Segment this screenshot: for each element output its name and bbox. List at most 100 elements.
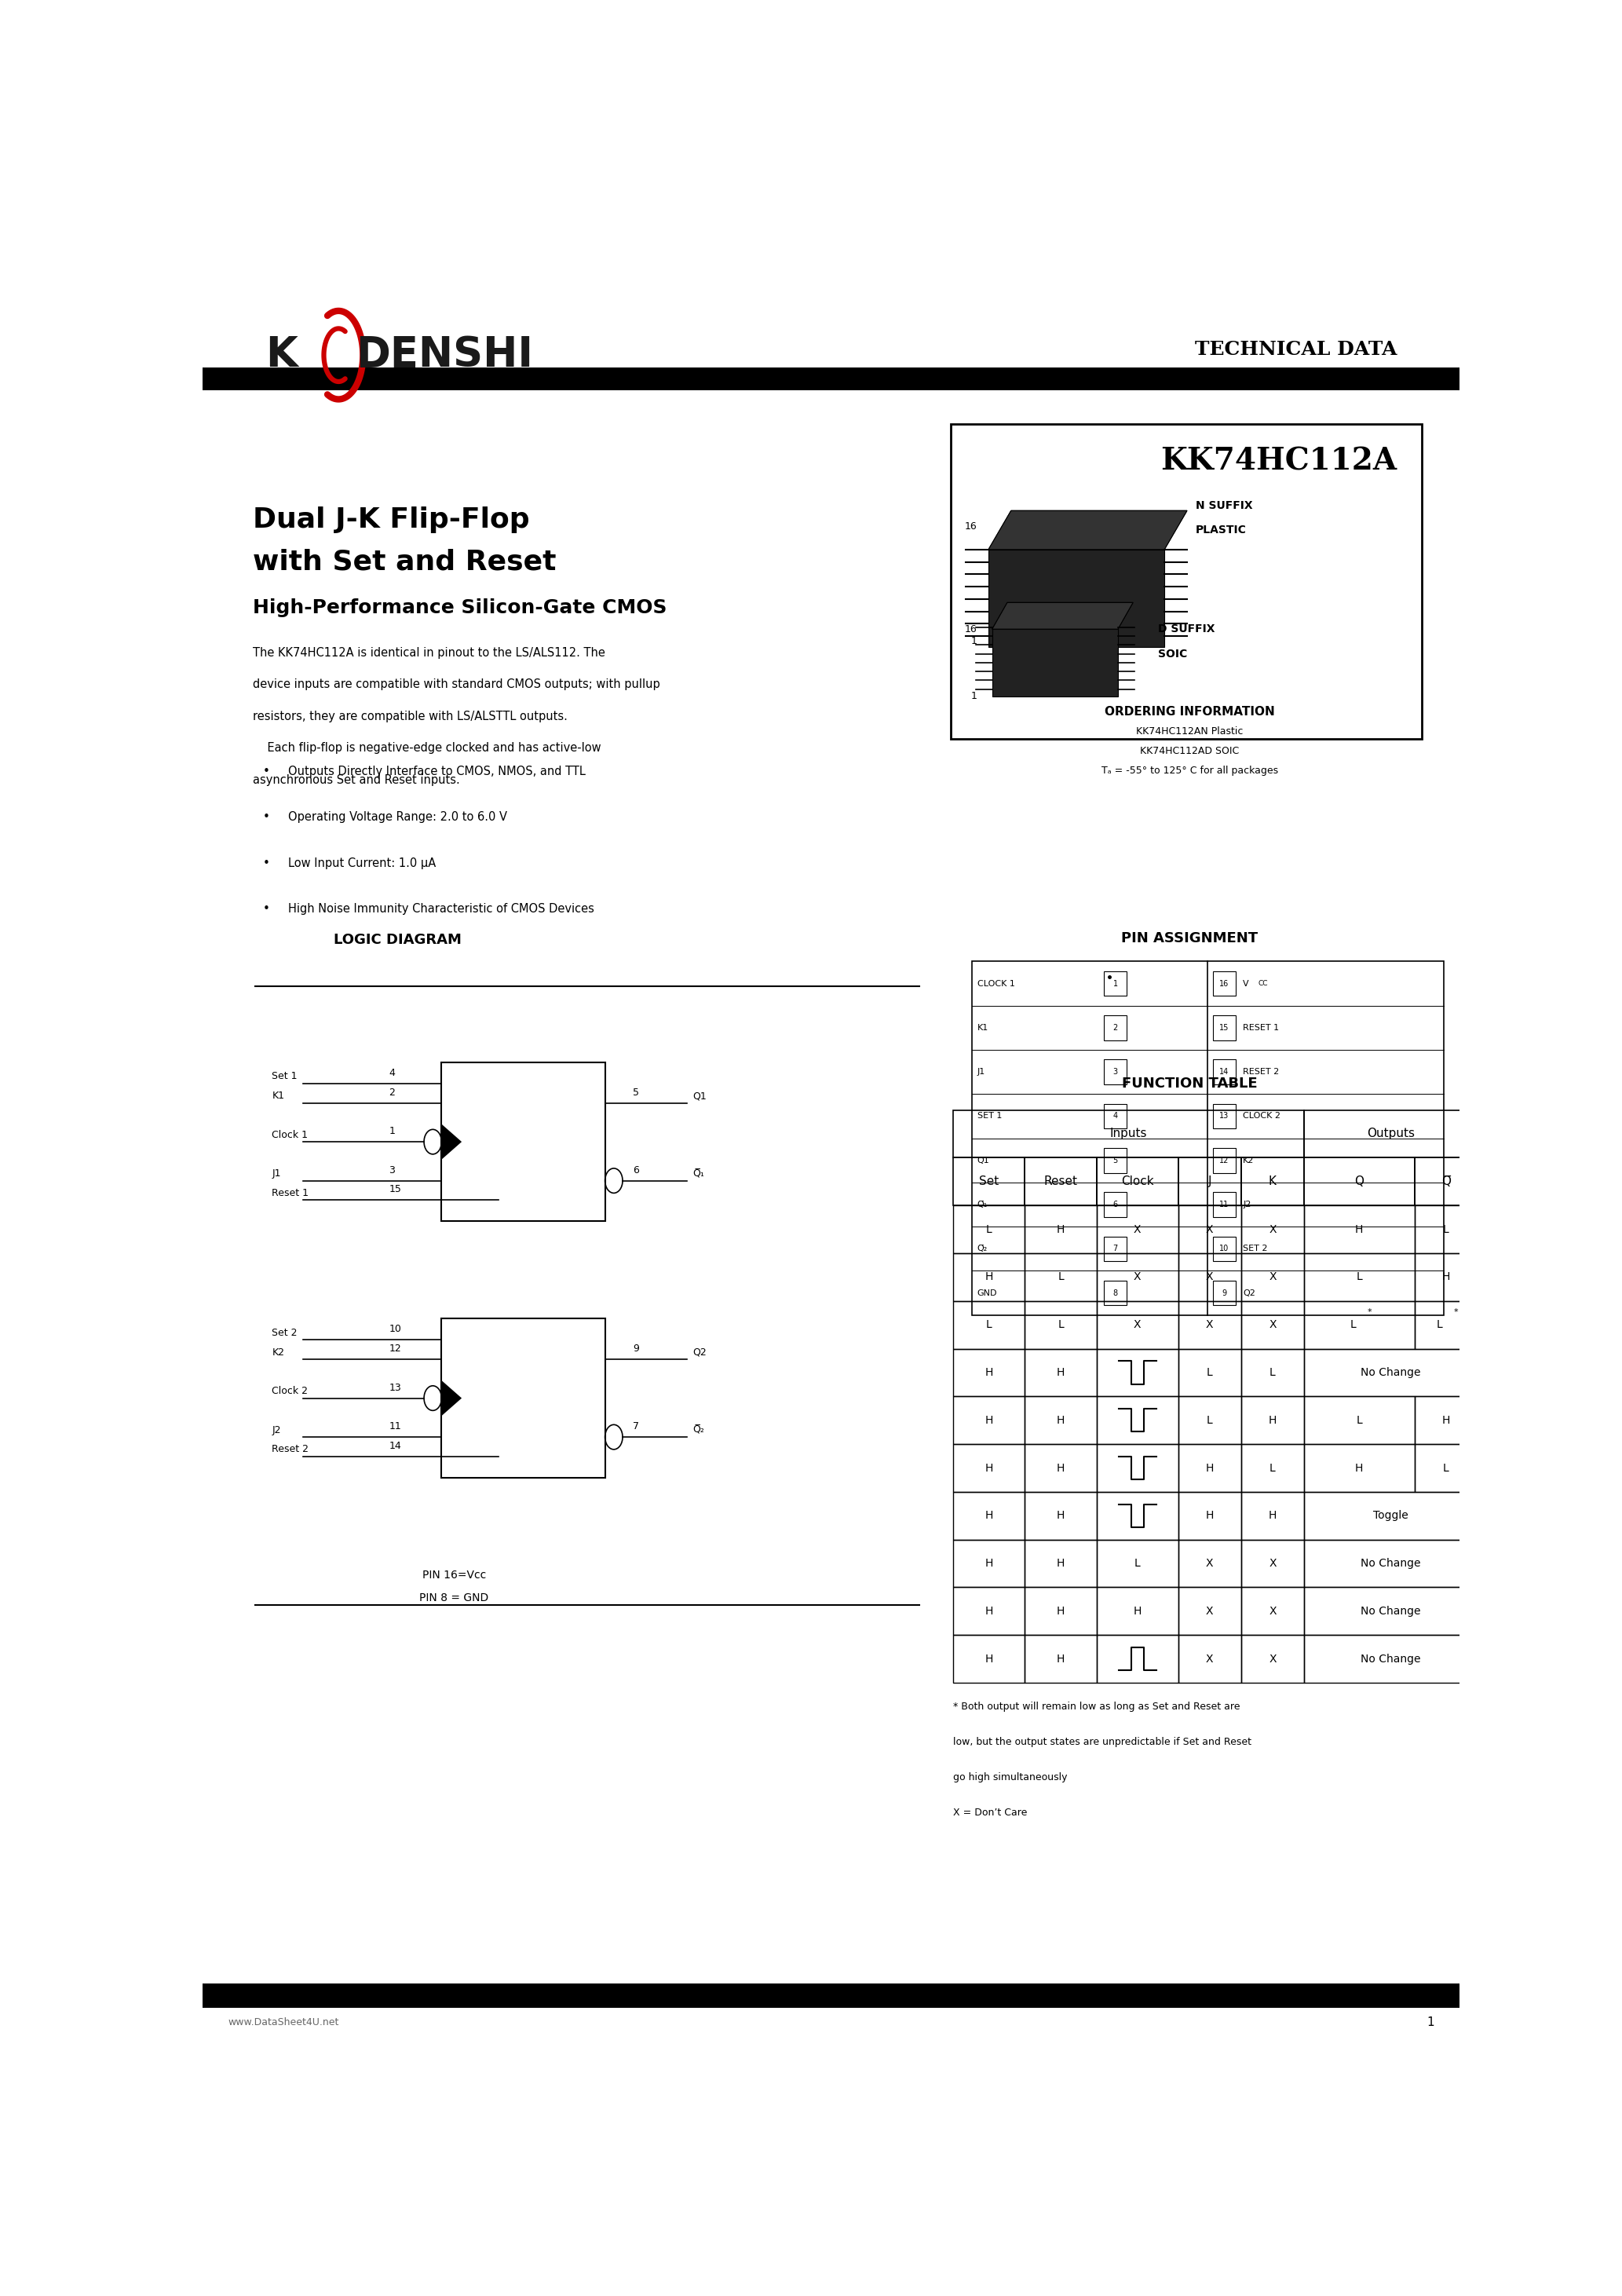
Text: 1: 1: [1113, 980, 1118, 987]
Text: 11: 11: [1220, 1201, 1229, 1208]
Bar: [203, 1984, 1460, 2009]
Bar: [1241, 1444, 1304, 1492]
Text: Set 2: Set 2: [272, 1327, 297, 1339]
Text: L: L: [986, 1224, 993, 1235]
Text: Q̅₂: Q̅₂: [976, 1244, 988, 1254]
Text: H: H: [1056, 1366, 1064, 1378]
Text: 4: 4: [1113, 1111, 1118, 1120]
Bar: [1096, 1444, 1178, 1492]
Text: H: H: [1056, 1605, 1064, 1616]
Text: K: K: [1268, 1176, 1277, 1187]
Bar: [1304, 1492, 1478, 1541]
Text: SOIC: SOIC: [1158, 647, 1187, 659]
Bar: [1105, 1192, 1127, 1217]
Text: K1: K1: [976, 1024, 988, 1031]
Text: X: X: [1205, 1653, 1213, 1665]
Bar: [954, 1302, 1025, 1348]
Text: Clock: Clock: [1121, 1176, 1153, 1187]
Polygon shape: [988, 510, 1187, 549]
Text: D SUFFIX: D SUFFIX: [1158, 625, 1215, 634]
Text: Q2: Q2: [1242, 1288, 1255, 1297]
Text: Q̅₂: Q̅₂: [693, 1426, 704, 1435]
Polygon shape: [993, 602, 1134, 629]
Text: 16: 16: [965, 521, 976, 533]
Text: H: H: [985, 1559, 993, 1568]
Text: 14: 14: [389, 1442, 401, 1451]
Bar: [954, 1635, 1025, 1683]
Text: 16: 16: [1220, 980, 1229, 987]
Bar: [1096, 1348, 1178, 1396]
Text: Dual J-K Flip-Flop: Dual J-K Flip-Flop: [253, 505, 530, 533]
Text: 1: 1: [389, 1125, 396, 1137]
Text: L: L: [1444, 1224, 1448, 1235]
Text: K2: K2: [272, 1348, 284, 1357]
Text: K2: K2: [1242, 1157, 1254, 1164]
Text: X: X: [1268, 1272, 1277, 1283]
Bar: [1178, 1635, 1241, 1683]
Text: Tₐ = -55° to 125° C for all packages: Tₐ = -55° to 125° C for all packages: [1101, 765, 1278, 776]
Bar: [1178, 1444, 1241, 1492]
Text: 8: 8: [1113, 1288, 1118, 1297]
Bar: [1105, 1058, 1127, 1084]
Text: X = Don’t Care: X = Don’t Care: [954, 1807, 1027, 1818]
Bar: [1025, 1396, 1096, 1444]
Text: H: H: [985, 1272, 993, 1283]
Text: DENSHI: DENSHI: [357, 335, 534, 377]
Text: Q̅₁: Q̅₁: [976, 1201, 988, 1208]
Text: 10: 10: [1220, 1244, 1229, 1254]
Text: H: H: [1354, 1463, 1364, 1474]
Text: 3: 3: [389, 1164, 396, 1176]
Text: 16: 16: [965, 625, 976, 634]
Bar: [1105, 1235, 1127, 1261]
Text: X: X: [1205, 1272, 1213, 1283]
Bar: [1241, 1492, 1304, 1541]
Bar: [441, 1063, 605, 1221]
Text: L: L: [1207, 1366, 1213, 1378]
Text: V: V: [1242, 980, 1249, 987]
Bar: [1414, 1157, 1478, 1205]
Bar: [1213, 1015, 1236, 1040]
Bar: [950, 425, 1422, 739]
Bar: [1304, 1635, 1478, 1683]
Text: Clock 1: Clock 1: [272, 1130, 308, 1139]
Text: J: J: [1208, 1176, 1212, 1187]
Bar: [1414, 1444, 1478, 1492]
Text: 9: 9: [1221, 1288, 1226, 1297]
Bar: [954, 1157, 1025, 1205]
Bar: [954, 1396, 1025, 1444]
Bar: [1096, 1205, 1178, 1254]
Text: H: H: [985, 1653, 993, 1665]
Text: H: H: [985, 1366, 993, 1378]
Bar: [1105, 971, 1127, 996]
Bar: [1025, 1157, 1096, 1205]
Text: H: H: [1056, 1653, 1064, 1665]
Text: L: L: [1350, 1320, 1356, 1329]
Bar: [1241, 1302, 1304, 1348]
Bar: [1241, 1635, 1304, 1683]
Text: RESET 1: RESET 1: [1242, 1024, 1280, 1031]
Bar: [1414, 1205, 1478, 1254]
Text: PIN ASSIGNMENT: PIN ASSIGNMENT: [1121, 932, 1259, 946]
Text: RESET 2: RESET 2: [1242, 1068, 1280, 1077]
Text: Q2: Q2: [693, 1348, 707, 1357]
Text: ORDERING INFORMATION: ORDERING INFORMATION: [1105, 707, 1275, 719]
Bar: [954, 1348, 1025, 1396]
Bar: [1178, 1157, 1241, 1205]
Bar: [1096, 1541, 1178, 1587]
Text: N SUFFIX: N SUFFIX: [1195, 501, 1252, 510]
Text: L: L: [1270, 1366, 1275, 1378]
Text: Q1: Q1: [693, 1091, 707, 1102]
Bar: [203, 367, 1460, 390]
Polygon shape: [441, 1125, 462, 1159]
Bar: [954, 1205, 1025, 1254]
Text: •: •: [263, 765, 269, 776]
Text: 15: 15: [1220, 1024, 1229, 1031]
Text: SET 2: SET 2: [1242, 1244, 1268, 1254]
Text: No Change: No Change: [1361, 1559, 1421, 1568]
Text: X: X: [1134, 1272, 1142, 1283]
Bar: [954, 1109, 1304, 1157]
Text: L: L: [986, 1320, 993, 1329]
Text: CLOCK 2: CLOCK 2: [1242, 1111, 1281, 1120]
Text: H: H: [1056, 1559, 1064, 1568]
Text: Reset 1: Reset 1: [272, 1187, 308, 1199]
